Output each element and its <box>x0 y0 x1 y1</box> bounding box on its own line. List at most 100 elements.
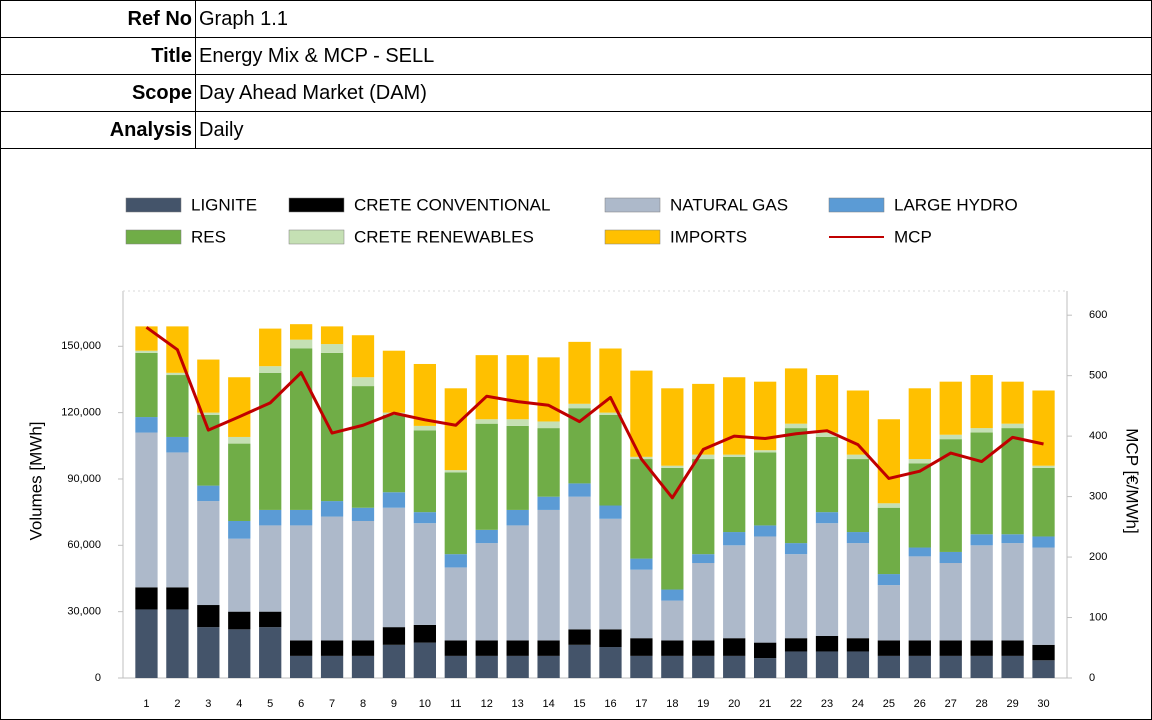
bar-segment <box>568 644 591 678</box>
line <box>145 326 1044 500</box>
bar-segment <box>197 501 220 606</box>
bar-segment <box>877 574 901 586</box>
x-tick-label: 16 <box>604 698 616 710</box>
bar-segment <box>259 509 282 526</box>
bar-segment <box>1001 534 1024 544</box>
x-tick-label: 30 <box>1037 698 1049 710</box>
bar-segment <box>135 350 158 353</box>
y2-tick-label: 600 <box>1089 309 1107 321</box>
bar-segment <box>259 328 282 367</box>
bar-segment <box>939 551 962 564</box>
bar-segment <box>382 414 406 493</box>
bar-segment <box>197 485 220 502</box>
bar-segment <box>723 532 746 546</box>
bar-segment <box>537 428 560 497</box>
bar-segment <box>753 536 777 643</box>
legend-label: NATURAL GAS <box>670 195 788 214</box>
bar-segment <box>506 640 529 656</box>
bar-segment <box>877 419 901 504</box>
bar-segment <box>166 587 189 610</box>
bar-segment <box>382 350 406 413</box>
x-tick-label: 26 <box>914 698 926 710</box>
y-tick-label: 0 <box>95 672 101 684</box>
bar-segment <box>537 496 560 510</box>
bar-segment <box>908 459 931 464</box>
info-label: Scope <box>1 74 196 112</box>
bar-segment <box>228 611 251 630</box>
y2-tick-label: 300 <box>1089 491 1107 503</box>
bar-segment <box>444 554 467 568</box>
bar-segment <box>568 496 591 630</box>
bar-segment <box>784 651 808 678</box>
bar-segment <box>135 352 158 418</box>
bar-segment <box>1001 655 1024 678</box>
bar-segment <box>846 543 870 639</box>
bar-segment <box>692 554 715 564</box>
y2-axis-title: MCP [€/MWh] <box>1123 428 1142 533</box>
legend-swatch <box>125 229 182 245</box>
bar-segment <box>351 520 375 641</box>
bar-segment <box>320 655 344 678</box>
x-tick-label: 8 <box>360 698 366 710</box>
bar-segment <box>197 605 220 628</box>
x-tick-label: 13 <box>512 698 524 710</box>
bar-segment <box>475 423 498 530</box>
bar-segment <box>630 569 653 639</box>
bar-segment <box>320 516 344 641</box>
bar-segment <box>351 640 375 656</box>
bar-segment <box>723 638 746 656</box>
bar-segment <box>599 505 622 519</box>
y-tick-label: 30,000 <box>67 606 101 618</box>
bar-segment <box>413 642 437 678</box>
bar-segment <box>692 563 715 641</box>
x-tick-label: 23 <box>821 698 833 710</box>
bar-segment <box>846 638 870 652</box>
bar-segment <box>568 403 591 409</box>
bar-segment <box>475 419 498 424</box>
y2-tick-label: 500 <box>1089 370 1107 382</box>
bar-segment <box>382 507 406 628</box>
x-tick-label: 18 <box>666 698 678 710</box>
x-tick-label: 15 <box>573 698 585 710</box>
x-tick-label: 27 <box>945 698 957 710</box>
bar-segment <box>753 642 777 659</box>
x-tick-label: 19 <box>697 698 709 710</box>
bar-segment <box>599 629 622 648</box>
bar-segment <box>877 640 901 656</box>
bar-segment <box>661 589 684 601</box>
y2-tick-label: 100 <box>1089 611 1107 623</box>
bar-segment <box>259 366 282 373</box>
bar-segment <box>815 432 839 437</box>
bar-segment <box>692 454 715 460</box>
bar-segment <box>630 459 653 559</box>
bar-segment <box>1032 536 1055 548</box>
x-tick-label: 6 <box>298 698 304 710</box>
bar-segment <box>692 655 715 678</box>
x-tick-label: 21 <box>759 698 771 710</box>
bar-segment <box>197 412 220 415</box>
bar-segment <box>475 543 498 641</box>
bar-segment <box>475 529 498 544</box>
legend-label: RES <box>191 227 226 246</box>
bar-segment <box>630 370 653 457</box>
bar-segment <box>1032 660 1055 678</box>
bar-segment <box>599 647 622 678</box>
bar-segment <box>289 339 313 349</box>
bar-segment <box>382 492 406 508</box>
bar-segment <box>599 518 622 630</box>
bar-segment <box>259 611 282 628</box>
bar-segment <box>784 543 808 555</box>
bar-segment <box>413 425 437 431</box>
bar-segment <box>382 644 406 678</box>
bar-segment <box>444 472 467 555</box>
bar-segment <box>846 459 870 533</box>
bar-segment <box>475 640 498 656</box>
bar-segment <box>228 520 251 539</box>
bar-segment <box>228 443 251 521</box>
bar-segment <box>630 558 653 570</box>
y-axis-title: Volumes [MWh] <box>26 421 45 540</box>
x-tick-label: 7 <box>329 698 335 710</box>
bar-segment <box>815 523 839 636</box>
x-tick-label: 11 <box>450 698 461 710</box>
x-tick-label: 1 <box>143 698 149 710</box>
